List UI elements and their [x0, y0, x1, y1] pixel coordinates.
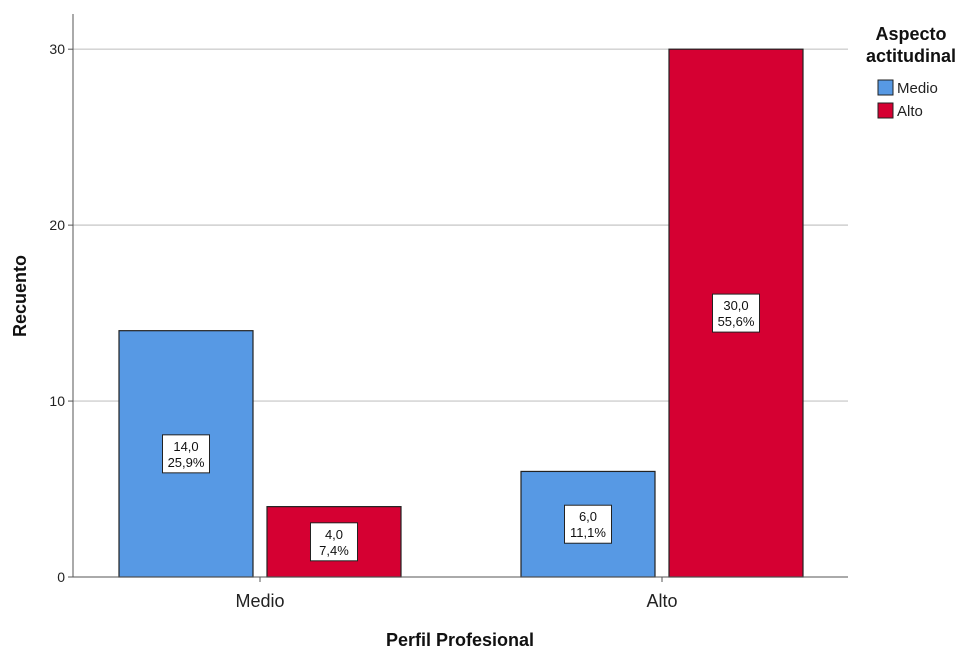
- data-label-count-alto-alto: 30,0: [723, 298, 748, 313]
- data-label-box-medio-medio: [162, 434, 210, 474]
- data-labels: 14,025,9% 4,07,4% 6,011,1% 30,055,6%: [162, 293, 760, 562]
- legend: Aspecto actitudinal Medio Alto: [866, 24, 956, 120]
- data-label-box-medio-alto: [310, 522, 358, 562]
- data-label-percent-medio-medio: 25,9%: [168, 455, 205, 470]
- x-tick-label-alto: Alto: [646, 591, 677, 611]
- legend-title-line-1: Aspecto: [875, 24, 946, 44]
- data-label-count-medio-alto: 4,0: [325, 527, 343, 542]
- data-label-percent-alto-alto: 55,6%: [718, 314, 755, 329]
- y-tick-label-20: 20: [49, 217, 65, 233]
- legend-label-medio: Medio: [897, 80, 938, 97]
- y-tick-label-0: 0: [57, 569, 65, 585]
- y-ticks: 0 10 20 30: [49, 41, 73, 585]
- data-label-box-alto-alto: [712, 293, 760, 333]
- legend-swatch-alto: [877, 102, 894, 119]
- data-label-count-medio-medio: 14,0: [173, 439, 198, 454]
- legend-title-line-2: actitudinal: [866, 46, 956, 66]
- data-label-count-alto-medio: 6,0: [579, 509, 597, 524]
- y-tick-label-10: 10: [49, 393, 65, 409]
- axes: [72, 14, 848, 578]
- y-tick-label-30: 30: [49, 41, 65, 57]
- bars: [118, 48, 804, 578]
- legend-label-alto: Alto: [897, 103, 923, 120]
- y-axis-title: Recuento: [10, 255, 30, 337]
- x-ticks: Medio Alto: [235, 577, 678, 611]
- x-tick-label-medio: Medio: [235, 591, 284, 611]
- legend-swatch-medio: [877, 79, 894, 96]
- data-label-box-alto-medio: [564, 504, 612, 544]
- data-label-percent-alto-medio: 11,1%: [570, 525, 606, 540]
- x-axis-title: Perfil Profesional: [386, 630, 534, 650]
- data-label-percent-medio-alto: 7,4%: [319, 543, 349, 558]
